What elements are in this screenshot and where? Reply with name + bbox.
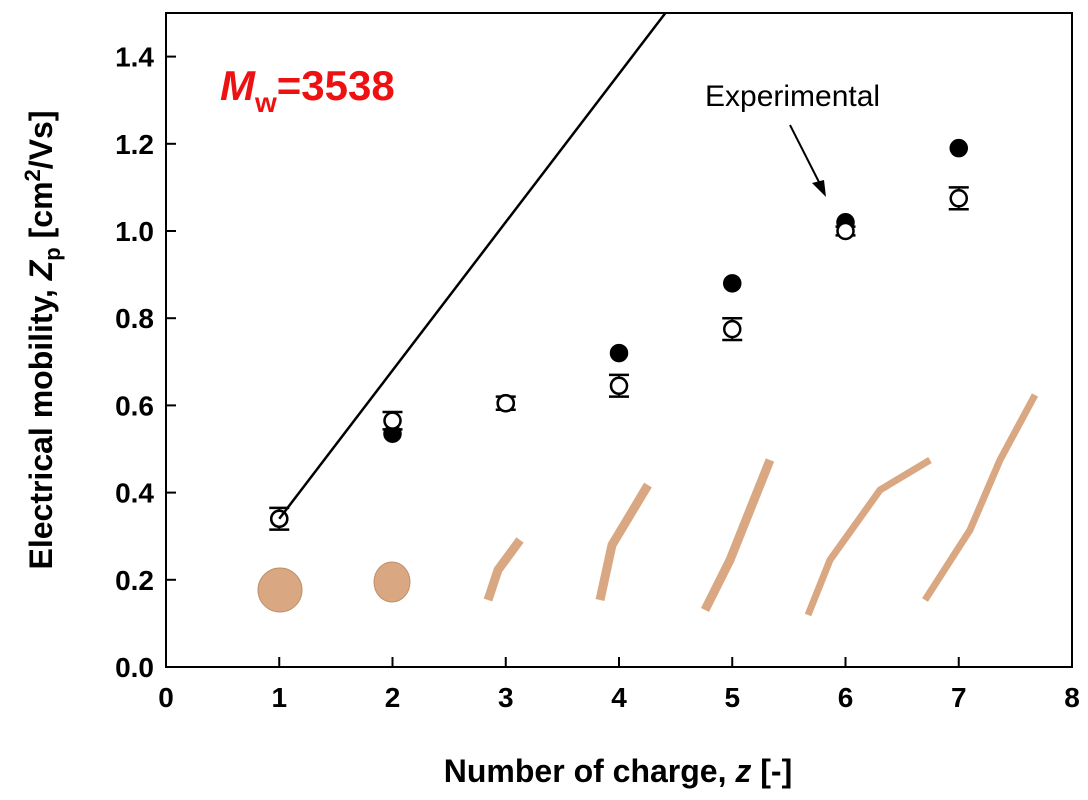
open-point	[836, 221, 855, 241]
open-point	[723, 319, 742, 339]
filled-point	[949, 138, 968, 158]
filled-point	[723, 274, 742, 293]
x-tick-label: 7	[951, 682, 967, 713]
arrow-label: Experimental	[705, 80, 880, 113]
x-tick-label: 8	[1064, 682, 1080, 713]
y-tick-label: 0.8	[115, 303, 154, 334]
open-point	[383, 411, 402, 430]
y-tick-label: 0.0	[115, 652, 154, 683]
y-tick-label: 0.4	[115, 478, 154, 509]
y-tick-label: 0.6	[115, 390, 154, 421]
y-tick-label: 1.4	[115, 42, 154, 73]
x-tick-label: 6	[838, 682, 854, 713]
open-point	[949, 189, 968, 208]
y-axis-label: Electrical mobility, Zp [cm2/Vs]	[20, 110, 65, 569]
open-point	[496, 393, 515, 413]
arrow	[789, 124, 826, 197]
y-tick-label: 1.0	[115, 216, 154, 247]
plot-area	[269, 13, 969, 531]
x-tick-label: 0	[158, 682, 174, 713]
x-tick-label: 4	[611, 682, 627, 713]
x-axis-label: Number of charge, z [-]	[444, 753, 792, 789]
x-tick-label: 2	[385, 682, 401, 713]
filled-point	[609, 343, 629, 363]
x-tick-label: 3	[498, 682, 514, 713]
fit-line	[278, 13, 667, 520]
plot-frame	[165, 12, 1073, 668]
x-tick-label: 1	[271, 682, 287, 713]
x-tick-label: 5	[724, 682, 740, 713]
annotation: Mw=3538	[220, 62, 395, 118]
open-point	[609, 376, 629, 396]
y-tick-label: 1.2	[115, 129, 154, 160]
molecule-decorations	[257, 393, 1039, 617]
y-tick-label: 0.2	[115, 565, 154, 596]
